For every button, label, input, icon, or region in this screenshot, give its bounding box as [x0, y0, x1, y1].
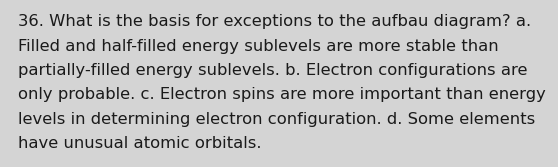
Text: 36. What is the basis for exceptions to the aufbau diagram? a.: 36. What is the basis for exceptions to … — [18, 14, 531, 29]
Text: partially-filled energy sublevels. b. Electron configurations are: partially-filled energy sublevels. b. El… — [18, 63, 527, 78]
Text: have unusual atomic orbitals.: have unusual atomic orbitals. — [18, 136, 262, 151]
Text: levels in determining electron configuration. d. Some elements: levels in determining electron configura… — [18, 112, 535, 127]
Text: Filled and half-filled energy sublevels are more stable than: Filled and half-filled energy sublevels … — [18, 39, 499, 53]
Text: only probable. c. Electron spins are more important than energy: only probable. c. Electron spins are mor… — [18, 88, 546, 103]
